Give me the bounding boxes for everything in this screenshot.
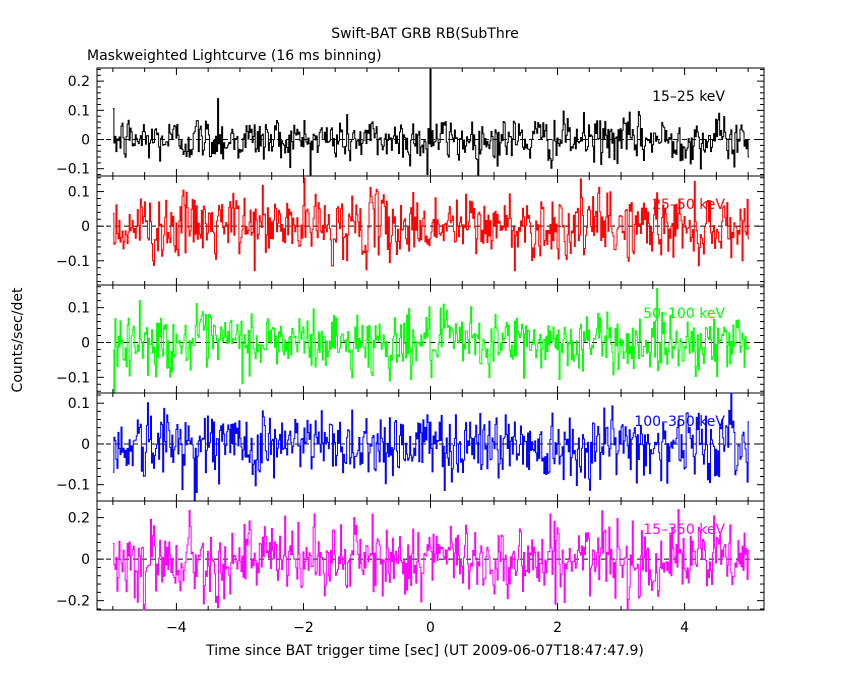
band-label: 100–350 keV	[634, 414, 725, 430]
series-line	[112, 287, 750, 394]
panel-frame	[96, 500, 765, 611]
y-tick-label: 0.1	[68, 103, 90, 119]
chart-subtitle: Maskweighted Lightcurve (16 ms binning)	[87, 48, 382, 64]
y-tick-label: 0	[81, 133, 90, 149]
x-tick-label: 2	[553, 620, 562, 636]
x-tick-label: 0	[426, 620, 435, 636]
chart-title: Swift-BAT GRB RB(SubThre	[331, 26, 519, 42]
y-tick-label: −0.1	[56, 478, 90, 494]
panel-4: −0.2 0 0.2 15–350 keV	[56, 500, 765, 611]
x-tick-label: −4	[166, 620, 187, 636]
panel-3: −0.1 0 0.1 100–350 keV	[56, 392, 765, 502]
y-tick-label: −0.1	[56, 254, 90, 270]
band-label: 15–350 keV	[643, 522, 725, 538]
y-tick-label: 0	[81, 335, 90, 351]
panel-2: −0.1 0 0.1 50–100 keV	[56, 284, 765, 394]
x-tick-label: 4	[680, 620, 689, 636]
series-line	[112, 392, 750, 501]
series-line	[112, 68, 750, 177]
y-tick-label: 0.2	[68, 74, 90, 90]
y-tick-label: 0.1	[68, 185, 90, 201]
x-tick-label: −2	[293, 620, 314, 636]
band-label: 50–100 keV	[643, 306, 725, 322]
y-tick-label: 0.2	[68, 511, 90, 527]
series-line	[112, 177, 750, 272]
panel-frame	[96, 284, 765, 394]
y-axis-label: Counts/sec/det	[10, 287, 26, 392]
panels-group: −0.100.10.215–25 keV−0.100.125–50 keV−0.…	[56, 67, 765, 636]
y-tick-label: 0	[81, 219, 90, 235]
band-label: 15–25 keV	[652, 89, 725, 105]
panel-0: −0.1 0 0.1 0.2 15–25 keV	[56, 67, 765, 178]
y-tick-label: 0	[81, 437, 90, 453]
series-line	[112, 509, 750, 611]
panel-frame	[96, 67, 765, 177]
y-tick-label: 0.1	[68, 301, 90, 317]
y-tick-label: 0	[81, 552, 90, 568]
x-axis-label: Time since BAT trigger time [sec] (UT 20…	[205, 643, 644, 659]
band-label: 25–50 keV	[652, 197, 725, 213]
y-tick-label: 0.1	[68, 396, 90, 412]
y-tick-label: −0.1	[56, 370, 90, 386]
y-tick-label: −0.2	[56, 594, 90, 610]
panel-1: −0.1 0 0.1 25–50 keV	[56, 175, 765, 286]
y-tick-label: −0.1	[56, 162, 90, 178]
